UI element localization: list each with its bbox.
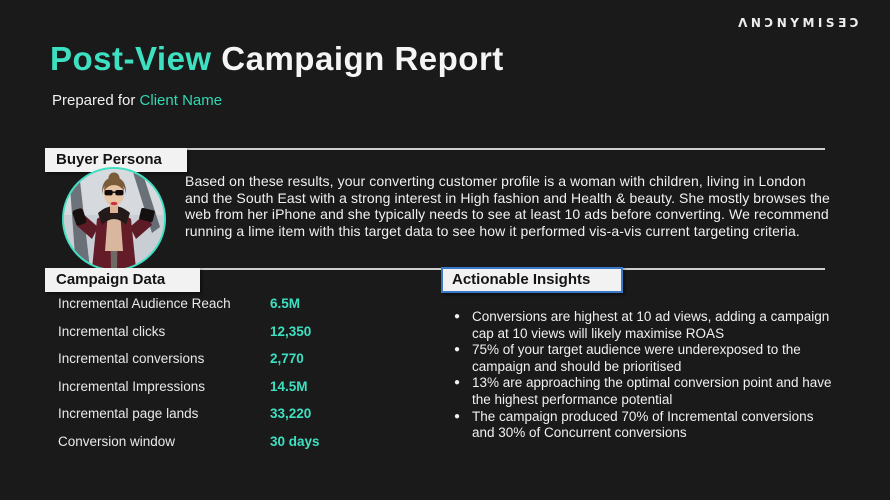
metric-row: Conversion window 30 days xyxy=(58,434,428,462)
metric-value: 30 days xyxy=(270,433,320,449)
section-label-campaign-data: Campaign Data xyxy=(45,268,200,292)
insight-item: ● 13% are approaching the optimal conver… xyxy=(452,375,832,408)
metric-label: Conversion window xyxy=(58,433,176,449)
insight-text: 13% are approaching the optimal conversi… xyxy=(472,375,832,407)
section-label-actionable-insights[interactable]: Actionable Insights xyxy=(441,267,623,293)
metric-label: Incremental conversions xyxy=(58,351,205,366)
metric-row: Incremental page lands 33,220 xyxy=(58,406,428,434)
bullet-icon: ● xyxy=(454,344,461,356)
metric-value: 33,220 xyxy=(270,406,312,421)
metric-label: Incremental clicks xyxy=(58,323,166,339)
metric-row: Incremental Impressions 14.5M xyxy=(58,379,428,407)
persona-photo-illustration xyxy=(64,169,164,269)
metric-value: 14.5M xyxy=(270,378,308,394)
campaign-metrics-table: Incremental Audience Reach 6.5M Incremen… xyxy=(58,296,428,461)
bullet-icon: ● xyxy=(454,377,461,389)
insight-text: The campaign produced 70% of Incremental… xyxy=(472,408,814,441)
metric-value: 12,350 xyxy=(270,323,312,339)
metric-label: Incremental Impressions xyxy=(58,378,206,394)
insight-item: ● Conversions are highest at 10 ad views… xyxy=(452,309,832,342)
metric-value: 6.5M xyxy=(270,296,301,311)
buyer-persona-description: Based on these results, your converting … xyxy=(185,173,830,239)
page-title-rest: Campaign Report xyxy=(211,40,504,77)
prepared-for-label: Prepared for xyxy=(52,92,140,109)
metric-label: Incremental page lands xyxy=(58,406,199,421)
metric-row: Incremental conversions 2,770 xyxy=(58,351,428,379)
insights-list: ● Conversions are highest at 10 ad views… xyxy=(452,309,832,442)
bullet-icon: ● xyxy=(454,311,461,322)
insight-text: 75% of your target audience were underex… xyxy=(472,342,801,374)
insight-item: ● The campaign produced 70% of Increment… xyxy=(452,409,832,442)
page-title: Post-View Campaign Report xyxy=(50,40,504,78)
buyer-persona-avatar xyxy=(62,167,166,271)
divider-buyer-persona xyxy=(45,148,825,150)
prepared-for-line: Prepared for Client Name xyxy=(52,92,222,109)
metric-value: 2,770 xyxy=(270,351,304,366)
insight-text: Conversions are highest at 10 ad views, … xyxy=(472,309,830,341)
metric-row: Incremental clicks 12,350 xyxy=(58,324,428,352)
brand-logo: ΛNƆNYMISƎƆ xyxy=(738,16,862,30)
metric-label: Incremental Audience Reach xyxy=(58,296,231,311)
client-name: Client Name xyxy=(139,92,223,109)
bullet-icon: ● xyxy=(454,410,461,422)
page-title-accent: Post-View xyxy=(50,40,212,77)
metric-row: Incremental Audience Reach 6.5M xyxy=(58,296,428,324)
divider-campaign-data xyxy=(45,268,825,270)
insight-item: ● 75% of your target audience were under… xyxy=(452,342,832,375)
